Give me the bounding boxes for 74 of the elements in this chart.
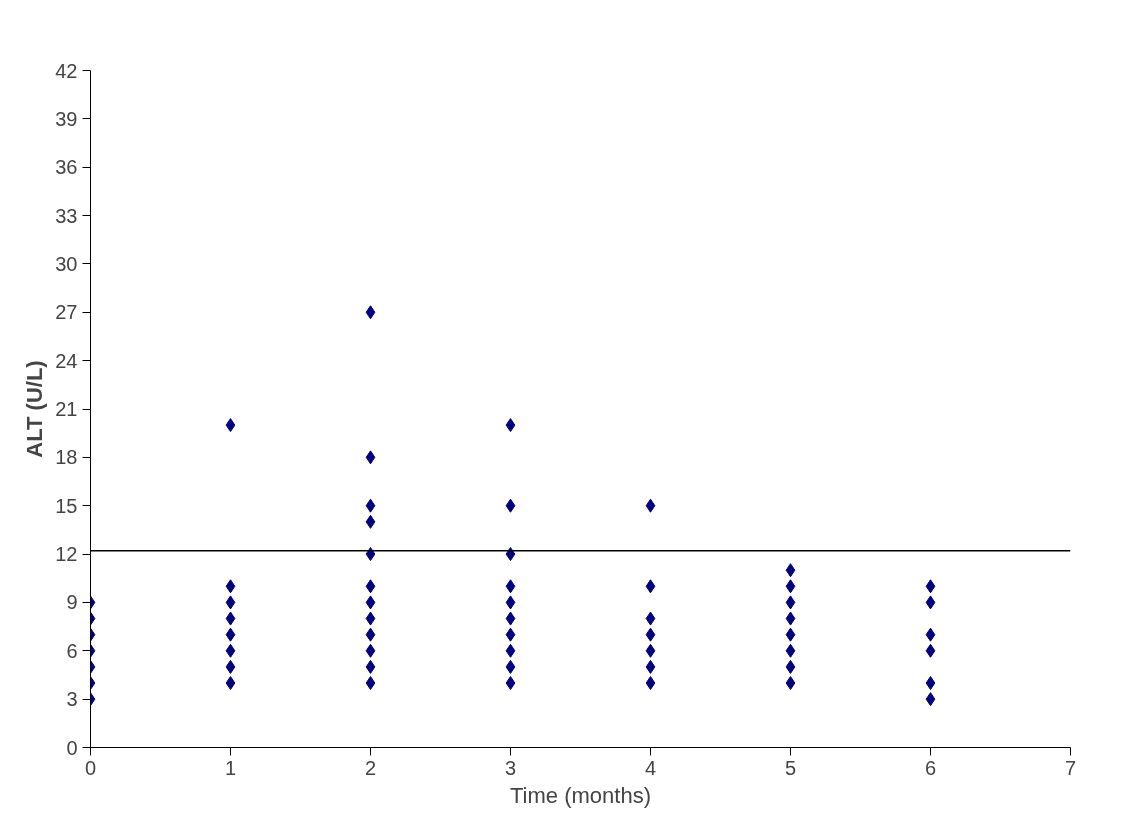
point xyxy=(785,579,796,594)
point xyxy=(785,595,796,610)
point xyxy=(225,418,236,433)
point xyxy=(225,595,236,610)
point xyxy=(785,659,796,674)
x-tick-label: 7 xyxy=(1064,756,1077,779)
point xyxy=(365,514,376,529)
point xyxy=(645,579,656,594)
point xyxy=(225,579,236,594)
point xyxy=(505,659,516,674)
point xyxy=(645,611,656,626)
point xyxy=(365,643,376,658)
point xyxy=(645,627,656,642)
point xyxy=(785,563,796,578)
y-tick-label: 39 xyxy=(55,107,78,130)
point xyxy=(925,579,936,594)
point xyxy=(785,643,796,658)
x-tick-label: 2 xyxy=(364,756,377,779)
point xyxy=(925,692,936,707)
y-tick-label: 33 xyxy=(55,204,78,227)
point xyxy=(365,595,376,610)
point xyxy=(365,450,376,465)
y-tick-label: 15 xyxy=(55,494,78,517)
point xyxy=(785,676,796,691)
point xyxy=(645,498,656,513)
point xyxy=(645,643,656,658)
point xyxy=(505,611,516,626)
y-tick-label: 9 xyxy=(66,591,78,614)
point xyxy=(365,305,376,320)
y-tick-label: 3 xyxy=(66,688,78,711)
point xyxy=(645,659,656,674)
point xyxy=(365,611,376,626)
point xyxy=(225,643,236,658)
point xyxy=(925,676,936,691)
y-tick-label: 24 xyxy=(55,349,78,372)
y-axis-title: ALT (U/L) xyxy=(22,360,48,458)
point xyxy=(505,418,516,433)
point xyxy=(925,595,936,610)
point xyxy=(645,676,656,691)
point xyxy=(365,676,376,691)
x-tick-label: 1 xyxy=(224,756,237,779)
point xyxy=(365,498,376,513)
point xyxy=(225,676,236,691)
point xyxy=(365,659,376,674)
point xyxy=(225,611,236,626)
point xyxy=(925,643,936,658)
x-tick-label: 0 xyxy=(84,756,97,779)
point xyxy=(505,595,516,610)
x-tick-label: 5 xyxy=(784,756,797,779)
y-tick-label: 21 xyxy=(55,398,78,420)
x-tick-label: 6 xyxy=(924,756,937,779)
y-tick-label: 30 xyxy=(55,252,78,275)
point xyxy=(505,498,516,513)
point xyxy=(505,579,516,594)
point xyxy=(505,676,516,691)
point xyxy=(365,579,376,594)
point xyxy=(225,659,236,674)
point xyxy=(365,627,376,642)
y-tick-label: 36 xyxy=(55,156,78,179)
x-axis-title: Time (months) xyxy=(510,782,651,808)
y-tick-label: 0 xyxy=(66,736,78,759)
point xyxy=(225,627,236,642)
x-tick-label: 3 xyxy=(504,756,517,779)
y-tick-label: 18 xyxy=(55,446,78,469)
point xyxy=(505,643,516,658)
y-tick-label: 12 xyxy=(55,543,78,566)
point xyxy=(785,627,796,642)
y-tick-label: 6 xyxy=(66,639,78,662)
point xyxy=(925,627,936,642)
point xyxy=(505,627,516,642)
y-tick-label: 42 xyxy=(55,59,78,82)
x-tick-label: 4 xyxy=(644,756,657,779)
y-tick-label: 27 xyxy=(55,301,78,324)
point xyxy=(785,611,796,626)
